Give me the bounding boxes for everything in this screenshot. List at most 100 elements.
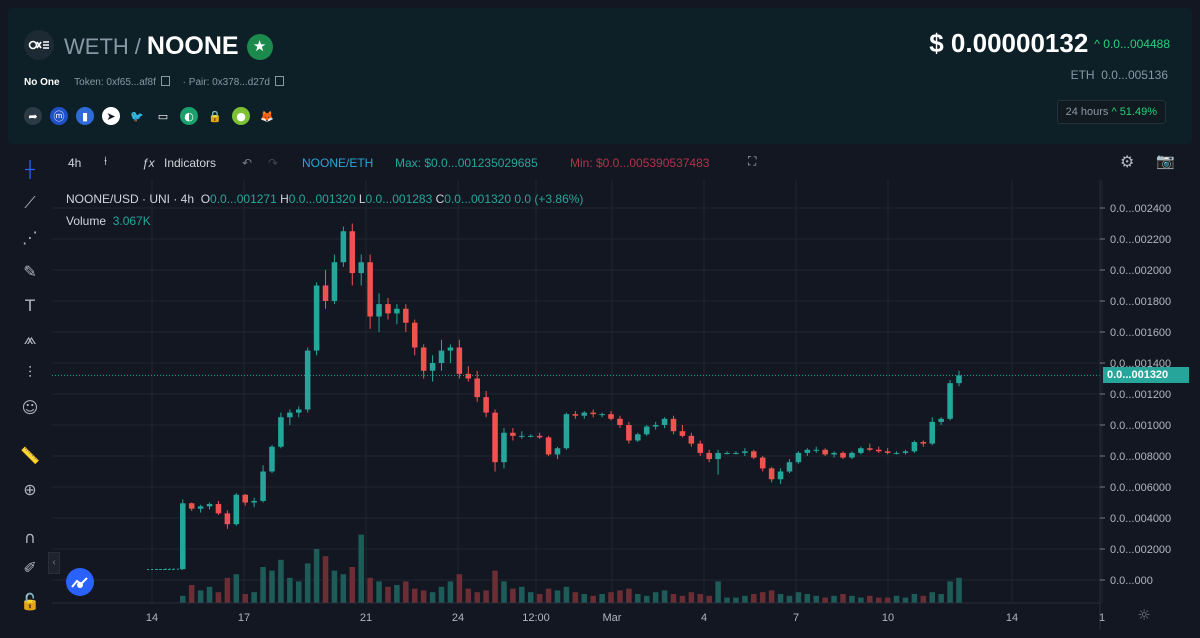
candle: [180, 503, 186, 570]
volume-bar: [947, 581, 953, 603]
collapse-toolbar-button[interactable]: ‹: [48, 552, 60, 574]
telegram-icon[interactable]: ➤: [102, 107, 120, 125]
legend-h-key: H: [280, 192, 289, 206]
axis-settings-icon[interactable]: ☼: [1137, 606, 1151, 624]
coingecko-icon[interactable]: ▮: [76, 107, 94, 125]
price-chart[interactable]: 0.0...002400 0.0...002200 0.0...002000 0.0.…: [52, 180, 1192, 630]
metamask-icon[interactable]: 🦊: [260, 109, 274, 123]
candle: [795, 452, 802, 463]
candle: [956, 375, 962, 384]
volume-bar: [456, 574, 463, 603]
legend-o-key: O: [200, 192, 211, 206]
indicators-button[interactable]: Indicators: [164, 156, 217, 170]
y-tick-label: 0.0...001600: [1110, 327, 1171, 339]
undo-icon[interactable]: ↶: [242, 156, 253, 170]
volume-bar: [786, 595, 793, 603]
volume-bar: [313, 549, 320, 603]
camera-icon[interactable]: 📷: [1156, 152, 1175, 170]
fullscreen-icon[interactable]: ⛶: [748, 154, 757, 168]
settings-icon[interactable]: ⚙: [1120, 152, 1135, 171]
candle: [224, 513, 231, 525]
fib-icon[interactable]: ⋰: [22, 227, 38, 247]
pair-title: WETH / NOONE ★: [64, 32, 273, 61]
brush-icon[interactable]: ✎: [23, 261, 37, 281]
volume-bar: [180, 595, 186, 603]
website-icon[interactable]: ▭: [157, 109, 169, 123]
base-token[interactable]: WETH: [64, 34, 129, 59]
price-eth-label: ETH: [1070, 68, 1095, 82]
volume-legend: Volume 3.067K: [66, 214, 151, 228]
ethplorer-icon[interactable]: ●: [232, 107, 250, 125]
volume-bar: [706, 595, 712, 603]
candle: [545, 437, 552, 455]
candle: [358, 262, 364, 274]
legend-h-val: 0.0...001320: [288, 192, 356, 206]
candle: [902, 451, 909, 453]
legend-symbol: NOONE/USD · UNI · 4h: [66, 192, 195, 206]
pattern-icon[interactable]: ⩕: [23, 329, 37, 348]
redo-icon[interactable]: ↷: [268, 156, 279, 170]
coinmarketcap-icon[interactable]: ⓜ: [50, 107, 68, 125]
chart-toolbar: 4h ⍿ ƒx Indicators ↶ ↷ NOONE/ETH Max: $0…: [52, 150, 1192, 178]
min-price-label: Min: $0.0...005390537483: [570, 156, 710, 170]
unlock-icon[interactable]: 🔓: [20, 591, 40, 611]
volume-bar: [260, 567, 266, 603]
volume-bar: [465, 588, 472, 603]
favorite-star-icon[interactable]: ★: [246, 34, 273, 60]
volume-bar: [661, 590, 668, 603]
copy-pair-icon[interactable]: [274, 76, 284, 86]
measure-icon[interactable]: ⫶: [27, 363, 32, 382]
volume-bar: [733, 597, 739, 603]
period-change-badge[interactable]: 24 hours ^ 51.49%: [1056, 100, 1166, 124]
fx-icon[interactable]: ƒx: [142, 156, 155, 170]
share-icon[interactable]: ➦: [24, 107, 42, 125]
symbol-toggle[interactable]: NOONE/ETH: [302, 156, 374, 170]
volume-bar: [411, 588, 418, 603]
crosshair-icon[interactable]: ┼: [25, 159, 35, 179]
candle: [501, 432, 507, 463]
volume-bar: [322, 556, 329, 603]
candle: [679, 431, 686, 436]
volume-bar: [376, 581, 382, 603]
candle: [697, 443, 704, 453]
text-icon[interactable]: T: [25, 295, 35, 315]
candle-type-icon[interactable]: ⍿: [104, 154, 108, 168]
trendline-icon[interactable]: ⟋: [24, 193, 36, 212]
y-tick-label: 0.0...002000: [1110, 544, 1171, 556]
zoom-in-icon[interactable]: ⊕: [23, 479, 37, 499]
volume-bar: [438, 586, 445, 603]
x-tick-label: Mar: [603, 612, 622, 624]
candles: [147, 223, 962, 570]
volume-bar: [554, 590, 561, 603]
candle: [617, 418, 623, 425]
volume-bar: [768, 590, 775, 603]
candle: [304, 350, 311, 410]
candle: [706, 452, 712, 460]
candle: [670, 418, 677, 432]
tradingview-logo[interactable]: [66, 568, 94, 596]
candle: [742, 451, 748, 453]
magnet-icon[interactable]: ∩: [24, 527, 36, 547]
volume-bar: [759, 592, 766, 603]
emoji-icon[interactable]: ☺: [21, 397, 39, 417]
copy-token-icon[interactable]: [160, 76, 170, 86]
lock-icon[interactable]: 🔒: [208, 109, 222, 123]
candle: [447, 347, 454, 351]
volume-bar: [251, 592, 257, 603]
candle: [768, 468, 775, 480]
quote-token[interactable]: NOONE: [146, 32, 239, 60]
candle: [733, 452, 739, 454]
lock-drawings-icon[interactable]: ✐: [23, 557, 37, 577]
interval-button[interactable]: 4h: [68, 156, 82, 170]
volume-bar: [858, 597, 864, 603]
y-tick-label: 0.0...001000: [1110, 420, 1171, 432]
candle: [759, 457, 766, 469]
candle: [206, 504, 213, 507]
volume-bar: [724, 597, 730, 603]
dextools-icon[interactable]: ◐: [180, 107, 198, 125]
volume-bar: [367, 577, 373, 603]
ruler-icon[interactable]: 📏: [20, 445, 40, 465]
volume-bar: [447, 581, 454, 603]
twitter-icon[interactable]: 🐦: [130, 109, 144, 123]
candle: [884, 451, 891, 453]
